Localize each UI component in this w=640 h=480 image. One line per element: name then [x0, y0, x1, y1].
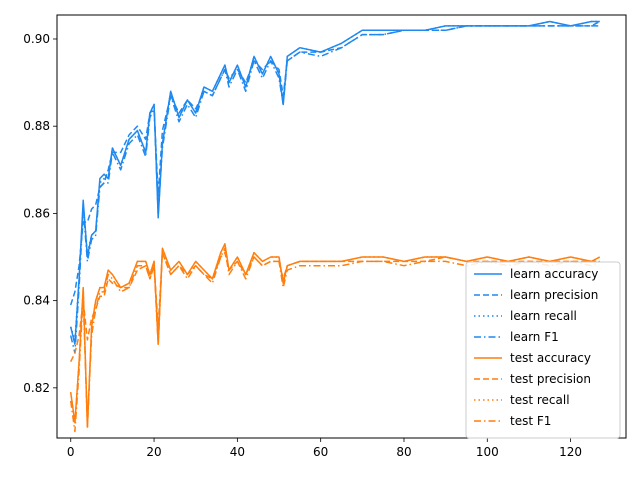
series-layer — [69, 20, 601, 433]
x-tick-label: 0 — [67, 445, 75, 459]
y-axis: 0.82 0.84 0.86 0.88 0.90 — [23, 32, 57, 395]
y-tick-label: 0.88 — [23, 119, 50, 133]
x-axis: 0 20 40 60 80 100 120 — [67, 438, 582, 459]
legend-label: learn accuracy — [510, 267, 598, 281]
x-tick-label: 80 — [396, 445, 411, 459]
legend: learn accuracy learn precision learn recal… — [465, 261, 621, 439]
legend-label: learn precision — [510, 288, 598, 302]
y-tick-label: 0.84 — [23, 294, 50, 308]
y-tick-label: 0.86 — [23, 206, 50, 220]
y-tick-label: 0.82 — [23, 381, 50, 395]
series-line-learn-f1 — [69, 25, 600, 354]
series-line-test-recall — [69, 243, 601, 428]
series-line-learn-recall — [69, 20, 600, 341]
x-tick-label: 120 — [559, 445, 582, 459]
series-line-test-f1 — [69, 247, 601, 433]
legend-label: test F1 — [510, 414, 551, 428]
y-tick-label: 0.90 — [23, 32, 50, 46]
legend-label: learn F1 — [510, 330, 559, 344]
plot-frame — [56, 14, 627, 439]
legend-box — [465, 261, 621, 439]
x-tick-label: 20 — [146, 445, 161, 459]
legend-label: test recall — [510, 393, 570, 407]
legend-label: test accuracy — [510, 351, 591, 365]
legend-label: learn recall — [510, 309, 577, 323]
legend-label: test precision — [510, 372, 591, 386]
x-tick-label: 60 — [313, 445, 328, 459]
x-tick-label: 100 — [476, 445, 499, 459]
x-tick-label: 40 — [230, 445, 245, 459]
